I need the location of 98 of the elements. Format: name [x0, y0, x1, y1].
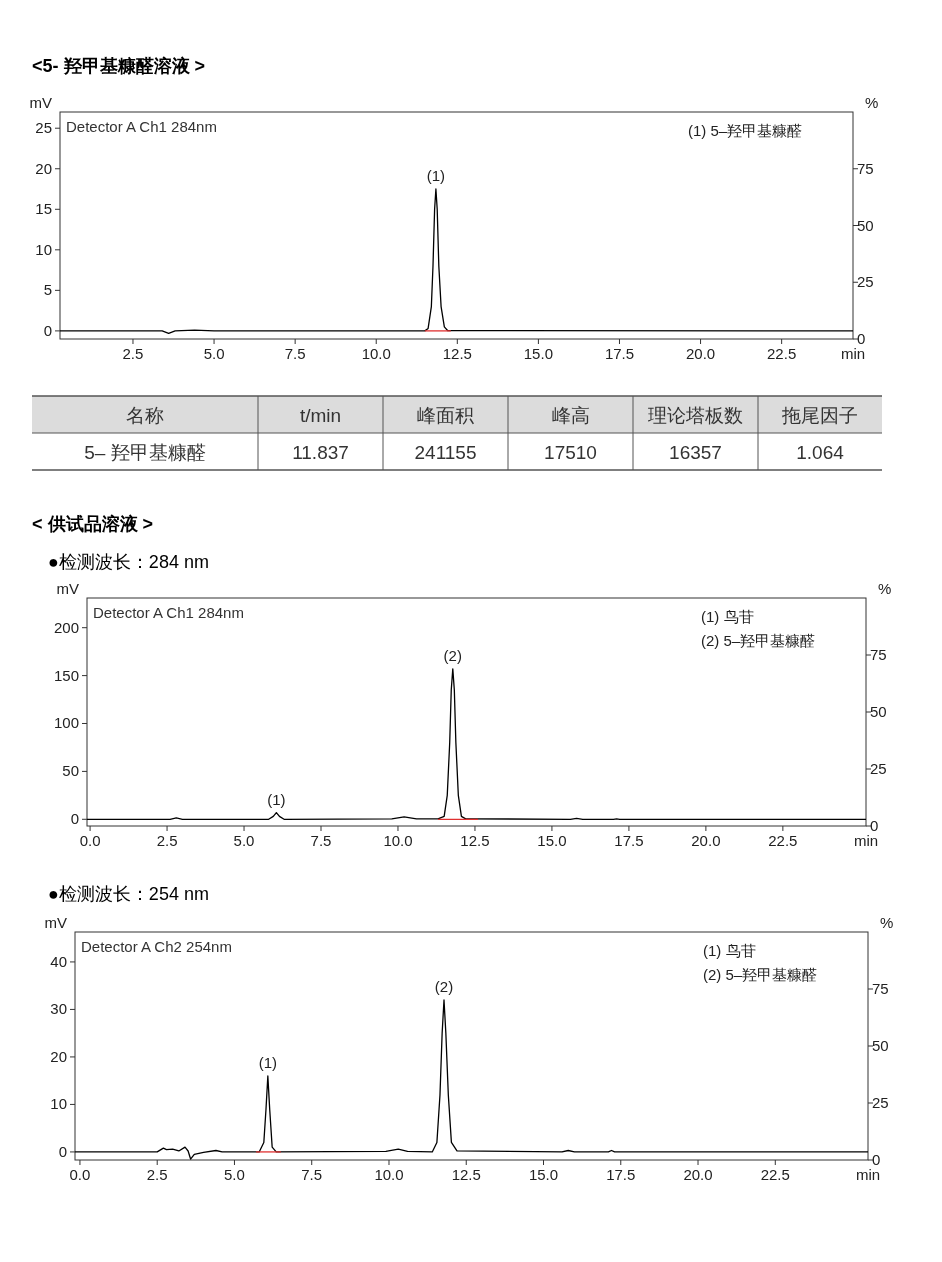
y-tick-label: 10 [35, 240, 52, 258]
annotation: (1) 鸟苷 [703, 942, 756, 959]
chart-title: < 供试品溶液 > [32, 514, 154, 534]
y2-tick-label: 25 [857, 273, 874, 291]
y-tick-label: 25 [35, 119, 52, 137]
y2-tick-label: 0 [872, 1151, 881, 1168]
y-tick-label: 40 [50, 952, 67, 970]
y2-tick-label: 50 [870, 703, 887, 720]
y2-axis-title: % [865, 94, 879, 111]
y-tick-label: 5 [43, 281, 52, 299]
x-tick-label: 2.5 [146, 1166, 168, 1183]
x-axis-title: min [853, 832, 879, 849]
y-tick-label: 0 [43, 321, 52, 339]
text: 241155 [414, 441, 477, 463]
text: 峰面积 [417, 404, 474, 426]
x-tick-label: 20.0 [683, 1166, 713, 1183]
text: 名称 [126, 404, 164, 426]
y-tick-label: 20 [35, 159, 52, 177]
text: 17510 [544, 441, 597, 463]
x-tick-label: 0.0 [79, 832, 101, 849]
y-tick-label: 100 [53, 714, 79, 732]
x-tick-label: 20.0 [691, 832, 721, 849]
y-tick-label: 20 [50, 1047, 67, 1065]
x-tick-label: 7.5 [301, 1166, 323, 1183]
y-tick-label: 0 [58, 1142, 67, 1160]
y2-tick-label: 50 [872, 1037, 889, 1054]
x-tick-label: 10.0 [383, 832, 413, 849]
annotation: Detector A Ch2 254nm [81, 938, 232, 955]
annotation: (2) 5–羟甲基糠醛 [703, 966, 818, 983]
y-tick-label: 0 [70, 810, 79, 828]
text: 16357 [669, 441, 722, 463]
x-tick-label: 17.5 [614, 832, 644, 849]
y-tick-label: 10 [50, 1095, 67, 1113]
annotation: (2) [434, 977, 454, 995]
y-tick-label: 15 [35, 200, 52, 218]
y2-tick-label: 75 [872, 980, 889, 997]
x-tick-label: 7.5 [284, 345, 306, 362]
text: 拖尾因子 [781, 404, 858, 426]
x-tick-label: 15.0 [523, 345, 553, 362]
x-axis-title: min [855, 1166, 881, 1183]
x-tick-label: 17.5 [606, 1166, 636, 1183]
y-tick-label: 30 [50, 1000, 67, 1018]
annotation: (2) [443, 646, 462, 664]
annotation: (2) 5–羟甲基糠醛 [701, 632, 816, 649]
y2-tick-label: 0 [857, 330, 866, 347]
annotation: (1) 5–羟甲基糠醛 [688, 122, 803, 139]
x-tick-label: 20.0 [685, 345, 716, 362]
line-series [74, 999, 869, 1160]
y2-tick-label: 75 [870, 646, 887, 663]
x-tick-label: 10.0 [361, 345, 391, 362]
y2-axis-title: % [880, 914, 894, 931]
text: 5– 羟甲基糠醛 [84, 441, 206, 463]
chart-subtitle: ●检测波长：284 nm [48, 552, 209, 572]
x-tick-label: 0.0 [69, 1166, 91, 1183]
y2-tick-label: 25 [872, 1094, 889, 1111]
x-tick-label: 12.5 [442, 345, 472, 362]
chart-subtitle: ●检测波长：254 nm [48, 884, 209, 904]
chart-title: <5- 羟甲基糠醛溶液 > [32, 56, 206, 76]
x-tick-label: 22.5 [760, 1166, 790, 1183]
line-series [59, 188, 854, 334]
x-tick-label: 17.5 [604, 345, 635, 362]
x-tick-label: 12.5 [460, 832, 490, 849]
y-tick-label: 200 [53, 618, 79, 636]
y2-tick-label: 50 [857, 216, 874, 234]
y-axis-title: mV [44, 914, 67, 931]
x-tick-label: 22.5 [768, 832, 798, 849]
y2-tick-label: 25 [870, 760, 887, 777]
x-tick-label: 5.0 [233, 832, 255, 849]
x-tick-label: 15.0 [528, 1166, 559, 1183]
x-tick-label: 15.0 [537, 832, 567, 849]
x-tick-label: 22.5 [767, 345, 797, 362]
x-axis-title: min [840, 345, 866, 362]
y2-tick-label: 0 [870, 817, 879, 834]
x-tick-label: 5.0 [224, 1166, 245, 1183]
annotation: (1) [258, 1053, 278, 1071]
x-tick-label: 12.5 [451, 1166, 481, 1183]
y-axis-title: mV [56, 580, 79, 597]
annotation: (1) 鸟苷 [701, 608, 754, 625]
x-tick-label: 5.0 [203, 345, 225, 362]
annotation: (1) [267, 790, 286, 808]
text: 1.064 [796, 441, 845, 463]
text: 11.837 [292, 441, 349, 463]
annotation: Detector A Ch1 284nm [66, 118, 217, 135]
x-tick-label: 2.5 [122, 345, 144, 362]
x-tick-label: 2.5 [156, 832, 178, 849]
text: 峰高 [551, 404, 590, 426]
y2-axis-title: % [878, 580, 892, 597]
x-tick-label: 10.0 [374, 1166, 404, 1183]
y2-tick-label: 75 [857, 159, 874, 177]
annotation: (1) [426, 167, 446, 185]
text: 理论塔板数 [648, 404, 743, 426]
y-axis-title: mV [29, 94, 52, 111]
y-tick-label: 50 [62, 762, 79, 780]
text: t/min [299, 404, 342, 426]
annotation: Detector A Ch1 284nm [93, 604, 244, 621]
line-series [86, 668, 867, 820]
y-tick-label: 150 [53, 666, 79, 684]
x-tick-label: 7.5 [310, 832, 332, 849]
